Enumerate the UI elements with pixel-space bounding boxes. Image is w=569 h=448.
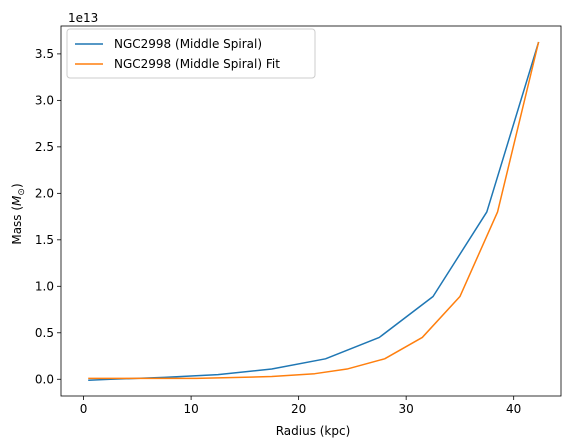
series-line-2	[88, 41, 540, 380]
x-tick-label: 20	[291, 402, 306, 416]
x-tick-label: 40	[506, 402, 521, 416]
series-layer	[88, 41, 540, 381]
y-tick-label: 1.5	[35, 233, 54, 247]
y-tick-label: 2.5	[35, 140, 54, 154]
x-axis-ticks: 0 10 20 30 40	[80, 396, 521, 416]
legend-label-series-1: NGC2998 (Middle Spiral)	[114, 37, 262, 51]
y-tick-label: 3.0	[35, 93, 54, 107]
y-axis-offset-text: 1e13	[68, 11, 98, 25]
y-axis-label-close: )	[10, 183, 24, 188]
legend-label-series-2: NGC2998 (Middle Spiral) Fit	[114, 57, 280, 71]
y-axis-ticks: 0.0 0.5 1.0 1.5 2.0 2.5 3.0 3.5	[35, 47, 61, 386]
y-axis-label-subscript: ⊙	[17, 188, 27, 196]
x-tick-label: 30	[399, 402, 414, 416]
y-tick-label: 1.0	[35, 279, 54, 293]
y-tick-label: 3.5	[35, 47, 54, 61]
x-axis-label: Radius (kpc)	[276, 424, 351, 438]
plot-frame	[60, 25, 562, 397]
y-axis-label-symbol: M	[10, 195, 24, 206]
y-tick-label: 0.5	[35, 326, 54, 340]
legend-box	[66, 28, 316, 79]
x-tick-label: 10	[183, 402, 198, 416]
y-tick-label: 2.0	[35, 186, 54, 200]
legend: NGC2998 (Middle Spiral) NGC2998 (Middle …	[66, 28, 316, 79]
y-axis-label-text: Mass (	[10, 206, 24, 245]
y-axis-label: Mass (M⊙)	[10, 183, 27, 244]
y-tick-label: 0.0	[35, 372, 54, 386]
x-tick-label: 0	[80, 402, 88, 416]
